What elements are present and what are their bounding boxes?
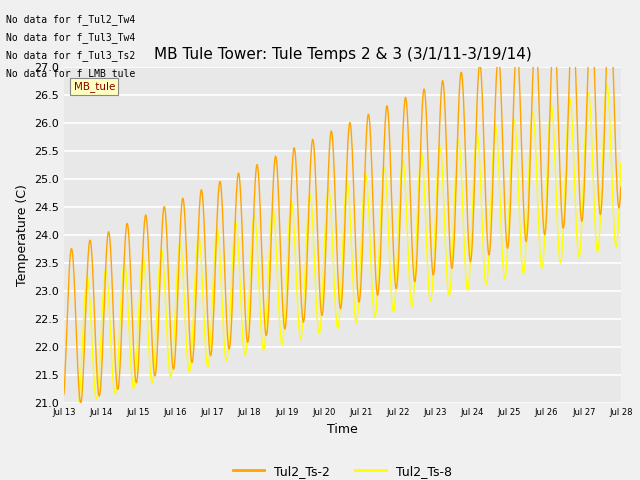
Text: MB_tule: MB_tule	[74, 81, 115, 92]
Title: MB Tule Tower: Tule Temps 2 & 3 (3/1/11-3/19/14): MB Tule Tower: Tule Temps 2 & 3 (3/1/11-…	[154, 47, 531, 62]
Text: No data for f_Tul2_Tw4: No data for f_Tul2_Tw4	[6, 13, 136, 24]
Text: No data for f_LMB_tule: No data for f_LMB_tule	[6, 68, 136, 79]
Text: No data for f_Tul3_Tw4: No data for f_Tul3_Tw4	[6, 32, 136, 43]
Legend: Tul2_Ts-2, Tul2_Ts-8: Tul2_Ts-2, Tul2_Ts-8	[228, 460, 457, 480]
X-axis label: Time: Time	[327, 422, 358, 436]
Y-axis label: Temperature (C): Temperature (C)	[16, 184, 29, 286]
Text: No data for f_Tul3_Ts2: No data for f_Tul3_Ts2	[6, 50, 136, 61]
